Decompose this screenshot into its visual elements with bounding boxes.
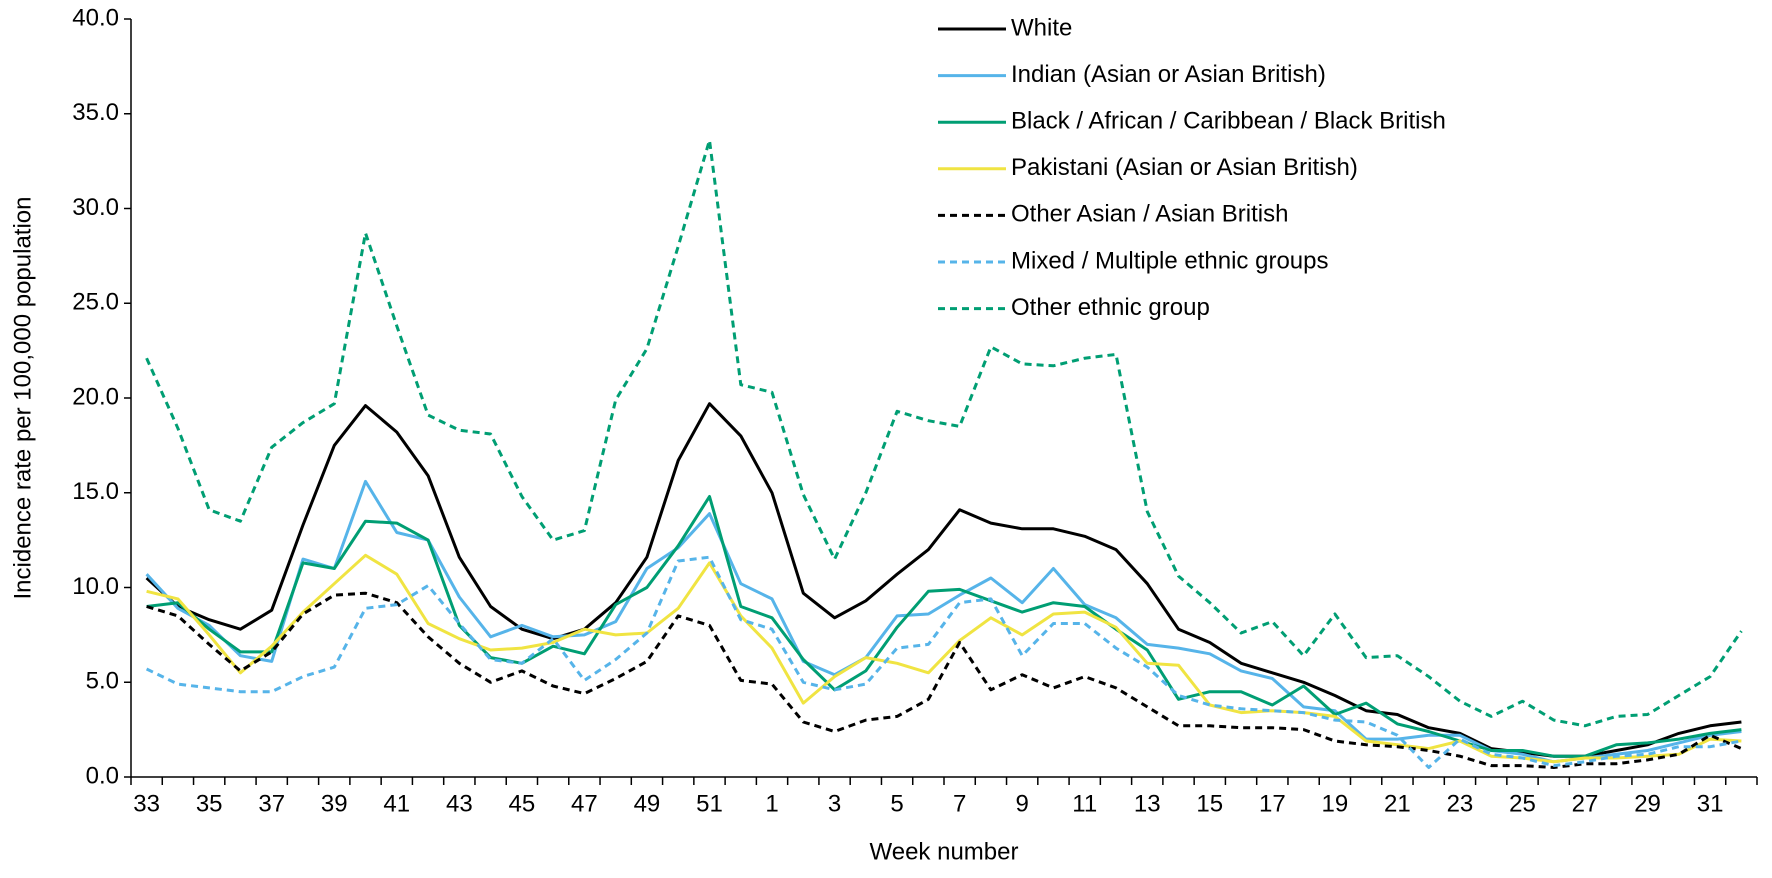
y-tick-label: 0.0 [86,762,119,789]
legend-label: Other ethnic group [1011,294,1210,321]
y-tick-label: 20.0 [72,383,119,410]
x-tick-label: 41 [383,790,410,817]
series-line [146,495,1742,758]
x-tick-label: 45 [509,790,536,817]
y-axis-title: Incidence rate per 100,000 population [9,197,36,600]
x-axis-title: Week number [870,838,1019,865]
x-tick-label: 39 [321,790,348,817]
legend-label: Other Asian / Asian British [1011,201,1288,228]
x-tick-label: 35 [196,790,223,817]
x-tick-label: 33 [133,790,160,817]
legend-label: Indian (Asian or Asian British) [1011,61,1326,88]
x-tick-label: 15 [1196,790,1223,817]
x-tick-label: 51 [696,790,723,817]
x-tick-label: 1 [765,790,778,817]
x-tick-label: 25 [1509,790,1536,817]
x-tick-label: 21 [1384,790,1411,817]
series-line [146,591,1742,769]
x-tick-label: 17 [1259,790,1286,817]
x-tick-label: 19 [1322,790,1349,817]
x-tick-label: 9 [1015,790,1028,817]
series-line [146,553,1742,764]
x-tick-label: 47 [571,790,598,817]
x-tick-label: 7 [953,790,966,817]
x-tick-label: 43 [446,790,473,817]
legend-label: Black / African / Caribbean / Black Brit… [1011,108,1446,135]
x-tick-label: 13 [1134,790,1161,817]
x-tick-label: 11 [1072,790,1097,817]
y-tick-label: 25.0 [72,289,119,316]
x-tick-label: 29 [1634,790,1661,817]
series-line [145,555,1742,769]
y-tick-label: 30.0 [72,194,119,221]
series-line [145,138,1743,728]
y-tick-label: 5.0 [86,668,119,695]
y-tick-label: 15.0 [72,478,119,505]
series-line [145,402,1742,758]
x-tick-label: 3 [828,790,841,817]
x-tick-label: 23 [1447,790,1474,817]
x-tick-label: 5 [890,790,903,817]
legend-label: Mixed / Multiple ethnic groups [1011,247,1328,274]
legend-label: Pakistani (Asian or Asian British) [1011,154,1358,181]
x-tick-label: 31 [1697,790,1724,817]
y-tick-label: 10.0 [72,573,119,600]
series-line [145,479,1742,764]
legend-label: White [1011,14,1072,41]
x-tick-label: 27 [1572,790,1599,817]
y-tick-label: 35.0 [72,99,119,126]
x-tick-label: 37 [258,790,285,817]
x-tick-label: 49 [634,790,661,817]
y-tick-label: 40.0 [72,4,119,31]
